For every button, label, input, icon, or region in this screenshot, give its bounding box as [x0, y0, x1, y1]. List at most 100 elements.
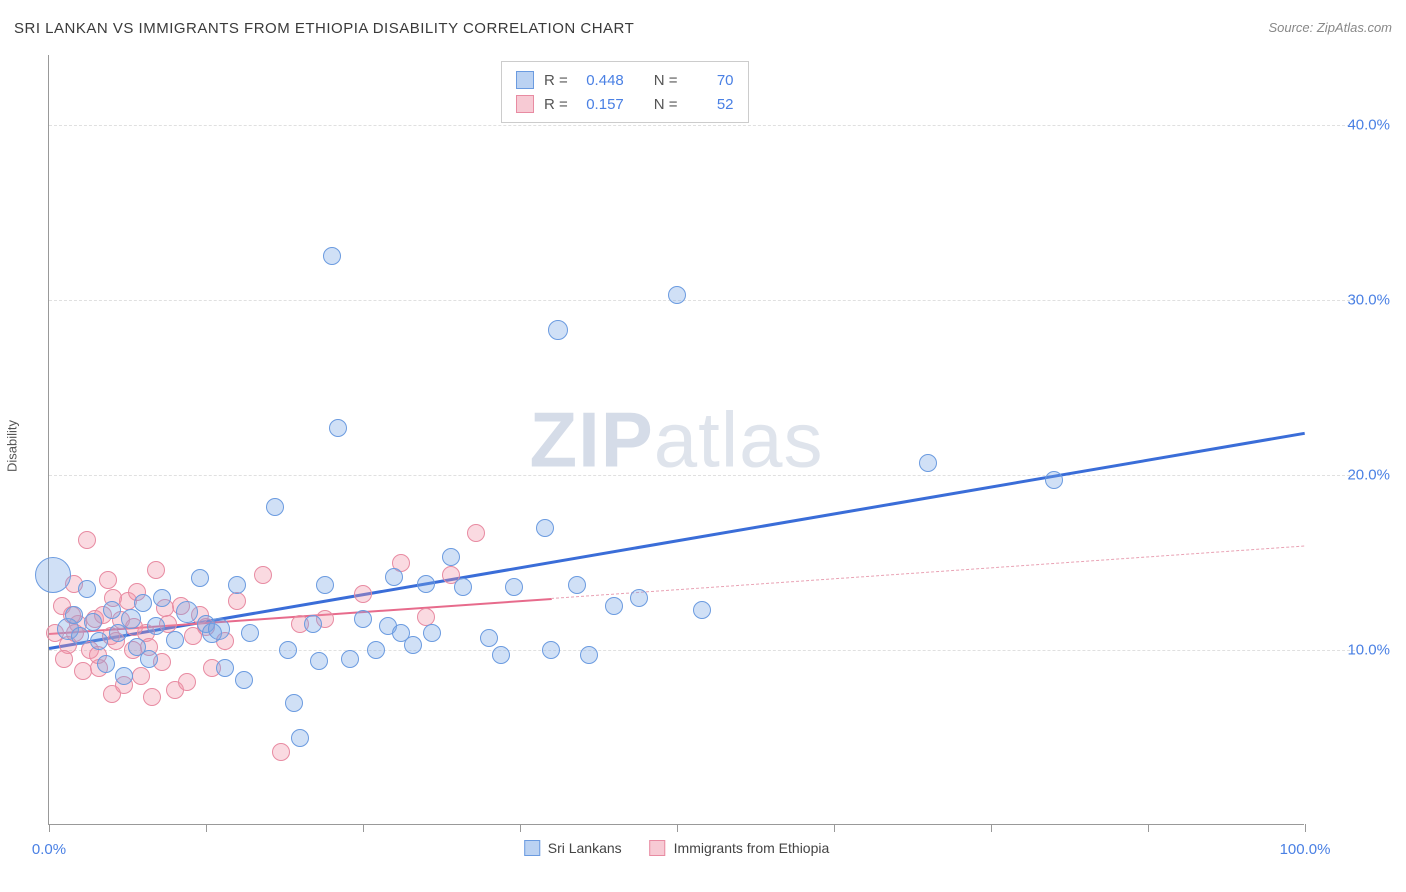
data-point [228, 576, 246, 594]
data-point [228, 592, 246, 610]
data-point [254, 566, 272, 584]
data-point [208, 618, 230, 640]
data-point [90, 632, 108, 650]
x-tick [834, 824, 835, 832]
x-tick [1148, 824, 1149, 832]
data-point [341, 650, 359, 668]
legend-N-blue: 70 [688, 72, 734, 89]
y-axis-label: Disability [5, 420, 20, 472]
data-point [71, 627, 89, 645]
data-point [65, 606, 83, 624]
data-point [143, 688, 161, 706]
data-point [1045, 471, 1063, 489]
x-tick [677, 824, 678, 832]
data-point [423, 624, 441, 642]
data-point [241, 624, 259, 642]
data-point [417, 575, 435, 593]
gridline [49, 475, 1355, 476]
data-point [442, 548, 460, 566]
data-point [147, 561, 165, 579]
source-label: Source: ZipAtlas.com [1268, 20, 1392, 35]
data-point [74, 662, 92, 680]
legend-bottom-pink: Immigrants from Ethiopia [650, 840, 830, 856]
data-point [35, 557, 71, 593]
plot-area: ZIPatlas R = 0.448 N = 70 R = 0.157 N = … [48, 55, 1304, 825]
legend-bottom-blue: Sri Lankans [524, 840, 622, 856]
legend-bottom: Sri Lankans Immigrants from Ethiopia [524, 840, 830, 856]
legend-label: Sri Lankans [548, 840, 622, 856]
data-point [235, 671, 253, 689]
trend-line [551, 545, 1305, 598]
data-point [216, 659, 234, 677]
data-point [385, 568, 403, 586]
data-point [548, 320, 568, 340]
gridline [49, 650, 1355, 651]
data-point [304, 615, 322, 633]
data-point [285, 694, 303, 712]
legend-row-blue: R = 0.448 N = 70 [516, 68, 734, 92]
data-point [97, 655, 115, 673]
data-point [354, 610, 372, 628]
legend-N-label: N = [654, 96, 678, 113]
gridline [49, 125, 1355, 126]
data-point [176, 601, 198, 623]
data-point [568, 576, 586, 594]
legend-R-pink: 0.157 [578, 96, 624, 113]
data-point [84, 613, 102, 631]
data-point [279, 641, 297, 659]
data-point [103, 601, 121, 619]
legend-row-pink: R = 0.157 N = 52 [516, 92, 734, 116]
data-point [329, 419, 347, 437]
chart-container: SRI LANKAN VS IMMIGRANTS FROM ETHIOPIA D… [0, 0, 1406, 892]
data-point [693, 601, 711, 619]
x-tick [206, 824, 207, 832]
data-point [166, 631, 184, 649]
x-tick [520, 824, 521, 832]
data-point [140, 650, 158, 668]
x-tick [991, 824, 992, 832]
data-point [191, 569, 209, 587]
legend-label: Immigrants from Ethiopia [674, 840, 830, 856]
data-point [266, 498, 284, 516]
data-point [536, 519, 554, 537]
trend-line [49, 431, 1305, 649]
data-point [178, 673, 196, 691]
legend-R-blue: 0.448 [578, 72, 624, 89]
data-point [153, 589, 171, 607]
data-point [78, 580, 96, 598]
data-point [505, 578, 523, 596]
legend-correlation-box: R = 0.448 N = 70 R = 0.157 N = 52 [501, 61, 749, 123]
data-point [542, 641, 560, 659]
data-point [316, 576, 334, 594]
legend-swatch-icon [524, 840, 540, 856]
y-tick-label: 30.0% [1347, 292, 1390, 309]
data-point [55, 650, 73, 668]
data-point [492, 646, 510, 664]
data-point [121, 609, 141, 629]
data-point [480, 629, 498, 647]
data-point [78, 531, 96, 549]
data-point [272, 743, 290, 761]
data-point [454, 578, 472, 596]
data-point [134, 594, 152, 612]
data-point [580, 646, 598, 664]
y-tick-label: 40.0% [1347, 117, 1390, 134]
x-tick [49, 824, 50, 832]
data-point [132, 667, 150, 685]
watermark: ZIPatlas [529, 394, 823, 485]
legend-R-label: R = [544, 72, 568, 89]
data-point [291, 729, 309, 747]
x-tick [1305, 824, 1306, 832]
legend-N-label: N = [654, 72, 678, 89]
data-point [354, 585, 372, 603]
data-point [310, 652, 328, 670]
legend-N-pink: 52 [688, 96, 734, 113]
y-tick-label: 10.0% [1347, 642, 1390, 659]
data-point [99, 571, 117, 589]
gridline [49, 300, 1355, 301]
x-tick [363, 824, 364, 832]
legend-swatch-blue [516, 71, 534, 89]
data-point [919, 454, 937, 472]
data-point [147, 617, 165, 635]
data-point [467, 524, 485, 542]
